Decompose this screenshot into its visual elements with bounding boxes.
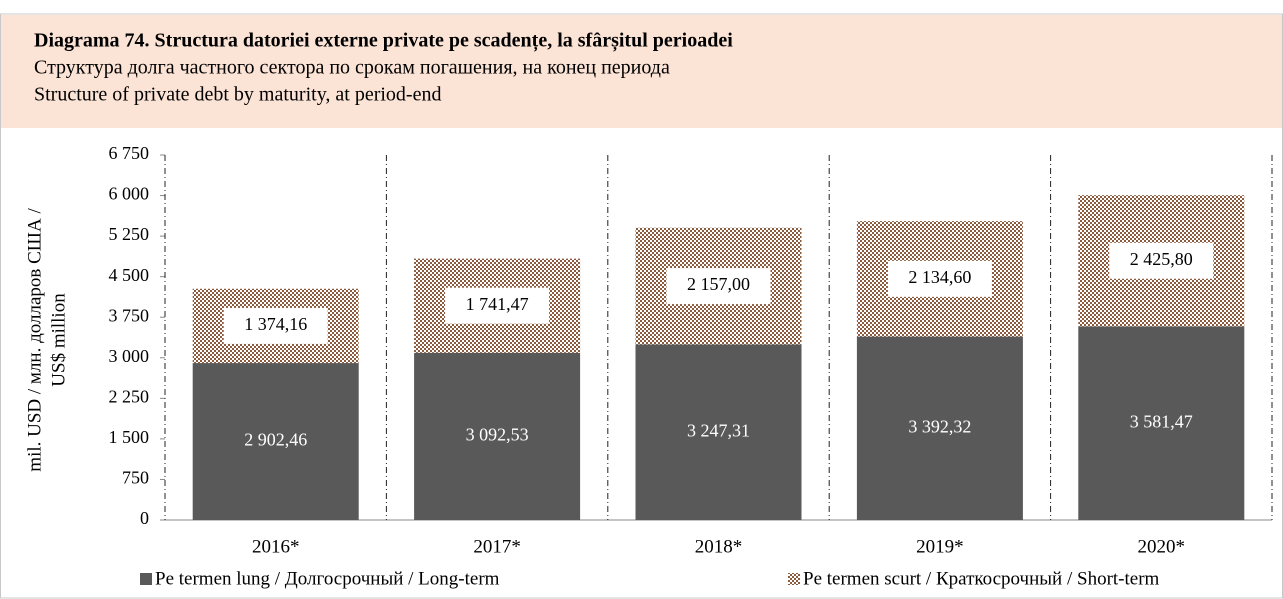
value-label: 2 425,80 (1130, 249, 1193, 269)
y-tick-label: 6 750 (109, 143, 150, 163)
y-tick-label: 5 250 (109, 224, 150, 244)
legend-swatch (140, 573, 152, 585)
x-tick-label: 2018* (695, 536, 743, 557)
y-axis-label: US$ million (48, 293, 69, 387)
y-tick-label: 750 (122, 468, 149, 488)
value-label: 1 741,47 (466, 294, 529, 314)
y-tick-label: 1 500 (109, 427, 150, 447)
bar (856, 336, 1023, 520)
x-tick-label: 2019* (916, 536, 964, 557)
bar (414, 352, 581, 520)
y-tick-label: 0 (140, 508, 149, 528)
value-label: 2 157,00 (687, 274, 750, 294)
x-tick-label: 2020* (1138, 536, 1186, 557)
header-box (1, 15, 1282, 128)
y-tick-label: 3 000 (109, 346, 150, 366)
value-label: 2 134,60 (908, 267, 971, 287)
chart-title: Diagrama 74. Structura datoriei externe … (34, 30, 733, 53)
y-tick-label: 6 000 (109, 184, 150, 204)
bar (635, 344, 802, 520)
value-label: 3 092,53 (466, 425, 529, 445)
value-label: 3 392,32 (908, 416, 971, 436)
y-tick-label: 4 500 (109, 265, 150, 285)
label-box (223, 307, 328, 344)
bar (1078, 326, 1245, 520)
legend-swatch (788, 573, 800, 585)
legend-label: Pe termen lung / Долгосрочный / Long-ter… (155, 568, 500, 589)
label-box (1109, 242, 1214, 279)
value-label: 2 902,46 (244, 430, 307, 450)
y-tick-label: 3 750 (109, 305, 150, 325)
x-tick-label: 2017* (473, 536, 521, 557)
label-box (666, 268, 771, 305)
chart-subtitle: Структура долга частного сектора по срок… (34, 57, 670, 79)
label-box (887, 260, 992, 297)
value-label: 1 374,16 (244, 314, 307, 334)
label-box (445, 287, 550, 324)
value-label: 3 247,31 (687, 420, 750, 440)
y-axis-label: mil. USD / млн. долларов США / (24, 208, 45, 472)
bar (192, 363, 359, 520)
y-tick-label: 2 250 (109, 386, 150, 406)
chart-subtitle: Structure of private debt by maturity, a… (34, 84, 441, 106)
value-label: 3 581,47 (1130, 411, 1193, 431)
x-tick-label: 2016* (252, 536, 300, 557)
legend-label: Pe termen scurt / Краткосрочный / Short-… (803, 568, 1160, 589)
